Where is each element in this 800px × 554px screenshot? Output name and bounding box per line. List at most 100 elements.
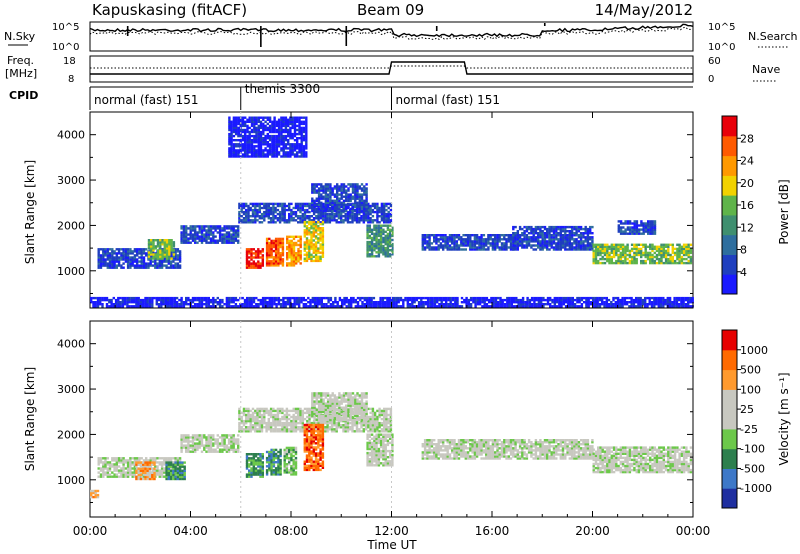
- range-gate-cell: [232, 305, 235, 308]
- range-gate-cell: [321, 239, 325, 242]
- range-gate-cell: [658, 247, 661, 251]
- range-gate-cell: [516, 246, 519, 249]
- range-gate-cell: [671, 305, 674, 308]
- range-gate-cell: [200, 227, 204, 230]
- range-gate-cell: [271, 139, 274, 142]
- range-gate-cell: [589, 248, 592, 251]
- range-gate-cell: [281, 204, 284, 208]
- range-gate-cell: [288, 212, 291, 216]
- range-gate-cell: [668, 301, 672, 304]
- range-gate-cell: [293, 298, 296, 302]
- range-gate-cell: [485, 305, 489, 308]
- range-gate-cell: [646, 303, 649, 306]
- range-gate-cell: [640, 259, 643, 263]
- range-gate-cell: [300, 116, 303, 119]
- range-gate-cell: [248, 145, 251, 148]
- range-gate-cell: [140, 258, 143, 261]
- range-gate-cell: [457, 234, 461, 237]
- range-gate-cell: [102, 256, 105, 259]
- range-gate-cell: [587, 301, 590, 304]
- range-gate-cell: [617, 259, 620, 263]
- range-gate-cell: [258, 210, 261, 214]
- range-gate-cell: [490, 301, 493, 304]
- range-gate-cell: [271, 120, 274, 123]
- range-gate-cell: [516, 248, 519, 251]
- range-gate-cell: [255, 145, 258, 148]
- range-gate-cell: [246, 153, 249, 156]
- range-gate-cell: [286, 303, 290, 306]
- range-gate-cell: [136, 467, 139, 470]
- range-gate-cell: [245, 210, 248, 214]
- range-gate-cell: [451, 296, 455, 300]
- range-gate-cell: [406, 301, 409, 304]
- range-gate-cell: [640, 224, 643, 227]
- range-gate-cell: [286, 237, 289, 241]
- range-gate-cell: [90, 298, 93, 302]
- range-gate-cell: [170, 247, 173, 250]
- range-gate-cell: [482, 246, 486, 249]
- range-gate-cell: [237, 241, 240, 244]
- range-gate-cell: [133, 301, 136, 304]
- range-gate-cell: [594, 251, 598, 255]
- range-gate-cell: [347, 189, 350, 192]
- range-gate-cell: [633, 259, 636, 263]
- range-gate-cell: [194, 225, 197, 228]
- range-gate-cell: [292, 217, 295, 220]
- range-gate-cell: [230, 296, 233, 300]
- range-gate-cell: [99, 475, 103, 478]
- range-gate-cell: [582, 240, 585, 243]
- range-gate-cell: [380, 219, 384, 222]
- range-gate-cell: [235, 151, 238, 154]
- range-gate-cell: [291, 122, 294, 126]
- range-gate-cell: [268, 298, 271, 302]
- range-gate-cell: [378, 221, 381, 224]
- range-gate-cell: [244, 130, 247, 134]
- range-gate-cell: [411, 305, 414, 308]
- range-gate-cell: [453, 234, 456, 237]
- range-gate-cell: [386, 232, 390, 236]
- range-gate-cell: [115, 260, 118, 263]
- range-gate-cell: [232, 241, 235, 244]
- range-gate-cell: [257, 141, 260, 144]
- range-gate-cell: [308, 204, 311, 208]
- range-gate-cell: [668, 298, 672, 302]
- range-gate-cell: [380, 202, 384, 206]
- range-gate-cell: [297, 215, 300, 218]
- range-gate-cell: [567, 305, 570, 308]
- range-gate-cell: [126, 305, 129, 308]
- range-gate-cell: [284, 118, 288, 121]
- range-gate-cell: [666, 298, 669, 302]
- range-gate-cell: [290, 210, 293, 214]
- range-gate-cell: [584, 232, 587, 235]
- range-gate-cell: [660, 253, 663, 257]
- range-gate-cell: [549, 298, 552, 302]
- range-gate-cell: [319, 243, 322, 246]
- range-gate-cell: [261, 303, 265, 306]
- range-gate-cell: [449, 303, 452, 306]
- range-gate-cell: [287, 141, 290, 144]
- range-gate-cell: [167, 260, 170, 263]
- range-gate-cell: [305, 139, 308, 142]
- range-gate-cell: [478, 301, 482, 304]
- range-gate-cell: [185, 241, 188, 244]
- range-gate-cell: [129, 266, 132, 269]
- range-gate-cell: [460, 240, 463, 243]
- range-gate-cell: [198, 225, 201, 228]
- range-gate-cell: [682, 249, 686, 253]
- range-gate-cell: [230, 241, 233, 244]
- range-gate-cell: [368, 224, 371, 227]
- range-gate-cell: [420, 296, 423, 300]
- date-title: 14/May/2012: [595, 1, 693, 19]
- range-gate-cell: [380, 212, 384, 216]
- range-gate-cell: [375, 240, 378, 244]
- range-gate-cell: [380, 204, 384, 208]
- range-gate-cell: [301, 208, 304, 212]
- range-gate-cell: [108, 256, 112, 259]
- range-gate-cell: [626, 222, 630, 225]
- range-gate-cell: [437, 240, 440, 243]
- range-gate-cell: [296, 120, 299, 123]
- range-gate-cell: [316, 296, 319, 300]
- range-gate-cell: [546, 303, 550, 306]
- range-gate-cell: [255, 116, 258, 119]
- range-gate-cell: [151, 260, 155, 263]
